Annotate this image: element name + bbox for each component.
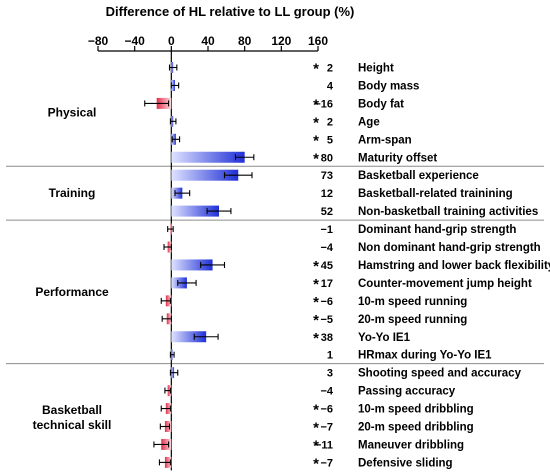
significance-star: * xyxy=(313,312,319,329)
category-label: Counter-movement jump height xyxy=(358,278,532,290)
x-tick-label: 40 xyxy=(201,34,215,48)
data-label: 5 xyxy=(327,134,333,146)
significance-star: * xyxy=(313,294,319,311)
bar xyxy=(171,331,207,343)
data-label: 17 xyxy=(321,278,333,290)
data-label: 80 xyxy=(321,152,333,164)
category-label: Hamstring and lower back flexibility xyxy=(358,260,550,272)
significance-star: * xyxy=(313,455,319,472)
significance-star: * xyxy=(313,150,319,167)
data-label: −16 xyxy=(314,98,333,110)
data-label: −7 xyxy=(320,457,333,469)
x-tick-label: 160 xyxy=(308,34,328,48)
category-label: 10-m speed dribbling xyxy=(358,404,474,416)
significance-star: * xyxy=(313,276,319,293)
category-label: Height xyxy=(358,63,394,75)
bars xyxy=(144,62,255,468)
category-label: Yo-Yo IE1 xyxy=(358,332,411,344)
significance-star: * xyxy=(313,420,319,437)
category-label: Maneuver dribbling xyxy=(358,439,464,451)
category-label: HRmax during Yo-Yo IE1 xyxy=(358,350,492,362)
data-label: 2 xyxy=(327,116,333,128)
data-label: 4 xyxy=(327,80,334,92)
data-label: −5 xyxy=(320,314,333,326)
data-label: 3 xyxy=(327,368,333,380)
data-label: 73 xyxy=(321,170,333,182)
data-label: −6 xyxy=(320,296,333,308)
data-label: 2 xyxy=(327,63,333,75)
category-label: Non dominant hand-grip strength xyxy=(358,242,541,254)
data-label: −6 xyxy=(320,404,333,416)
category-label: Basketball-related trainining xyxy=(358,188,513,200)
category-label: 20-m speed running xyxy=(358,314,467,326)
group-label: Performance xyxy=(35,285,109,299)
category-label: 10-m speed running xyxy=(358,296,467,308)
x-tick-label: −40 xyxy=(124,34,145,48)
group-label: Physical xyxy=(48,105,97,119)
data-label: 38 xyxy=(321,332,333,344)
data-label: −7 xyxy=(320,422,333,434)
data-label: −4 xyxy=(320,242,333,254)
significance-star: * xyxy=(313,61,319,78)
category-label: Passing accuracy xyxy=(358,386,456,398)
significance-star: * xyxy=(313,437,319,454)
data-label: −1 xyxy=(320,224,333,236)
bar xyxy=(171,169,239,181)
chart-title: Difference of HL relative to LL group (%… xyxy=(106,4,355,19)
bar xyxy=(171,259,213,271)
category-label: Dominant hand-grip strength xyxy=(358,224,516,236)
category-label: 20-m speed dribbling xyxy=(358,422,474,434)
significance-star: * xyxy=(313,114,319,131)
significance-star: * xyxy=(313,258,319,275)
bar xyxy=(171,205,219,217)
significance-star: * xyxy=(313,402,319,419)
category-label: Basketball experience xyxy=(358,170,479,182)
significance-star: * xyxy=(313,132,319,149)
group-labels: Physical Training Performance Basketballtec… xyxy=(33,105,112,432)
data-label: −11 xyxy=(315,439,333,451)
category-label: Age xyxy=(358,116,380,128)
data-label: 52 xyxy=(321,206,333,218)
group-label: Training xyxy=(49,186,96,200)
x-axis: −80 −40 0 40 80 120 160 xyxy=(88,34,328,52)
x-tick-label: 120 xyxy=(271,34,291,48)
category-label: Arm-span xyxy=(358,134,412,146)
data-label: 45 xyxy=(321,260,333,272)
group-label: technical skill xyxy=(33,418,112,432)
bar xyxy=(171,151,245,163)
category-label: Body mass xyxy=(358,80,419,92)
category-label: Body fat xyxy=(358,98,404,110)
significance-star: * xyxy=(313,96,319,113)
category-label: Non-basketball training activities xyxy=(358,206,538,218)
group-label: Basketball xyxy=(42,403,102,417)
x-tick-label: 0 xyxy=(168,34,175,48)
x-tick-label: 80 xyxy=(238,34,252,48)
category-label: Shooting speed and accuracy xyxy=(358,368,522,380)
category-label: Maturity offset xyxy=(358,152,437,164)
x-tick-label: −80 xyxy=(88,34,109,48)
significance-star: * xyxy=(313,330,319,347)
data-label: 1 xyxy=(327,350,333,362)
data-label: −4 xyxy=(320,386,333,398)
category-label: Defensive sliding xyxy=(358,457,453,469)
data-label: 12 xyxy=(321,188,333,200)
